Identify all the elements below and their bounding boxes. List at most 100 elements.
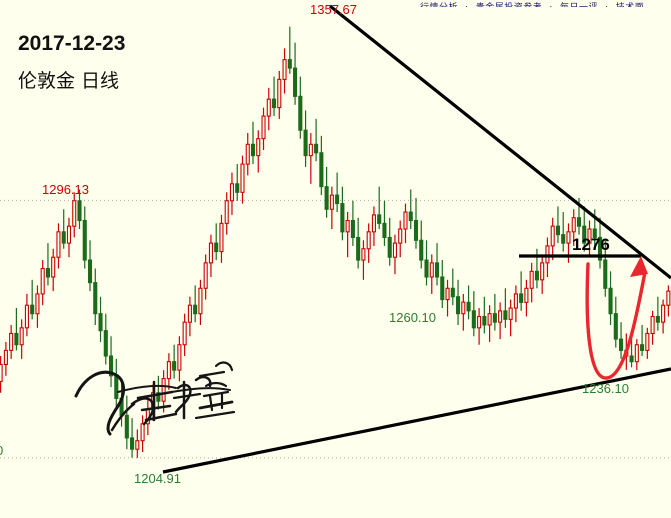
candle-body	[314, 143, 319, 154]
candlestick	[19, 319, 24, 359]
candle-body	[130, 437, 135, 450]
candle-body	[440, 276, 445, 301]
candlestick	[408, 189, 413, 230]
candle-body	[597, 236, 603, 261]
candlestick	[466, 285, 471, 320]
candlestick	[308, 133, 313, 184]
candle-body	[461, 301, 466, 315]
candle-body	[235, 183, 240, 193]
candlestick	[271, 76, 277, 117]
candlestick	[482, 296, 487, 334]
candle-body	[650, 315, 655, 335]
candle-body	[529, 270, 534, 289]
clipped-header-strip: 行情分析 · 贵金属投资参考 · 每日一评 · 技术面	[420, 0, 671, 7]
candlestick	[35, 285, 40, 328]
candlestick	[40, 260, 45, 306]
candlestick	[498, 302, 503, 340]
candlestick	[172, 344, 177, 379]
candle-body	[645, 332, 650, 351]
candle-body	[229, 183, 235, 202]
candlestick	[66, 217, 72, 258]
candlestick	[508, 299, 513, 337]
candle-body	[561, 234, 566, 244]
candle-body	[66, 225, 72, 244]
projection-arrowhead	[630, 256, 648, 277]
candle-body	[655, 315, 660, 323]
candle-body	[3, 349, 8, 366]
candlestick-series	[0, 26, 671, 458]
candlestick	[392, 234, 398, 275]
candle-body	[45, 267, 51, 278]
candlestick	[61, 209, 66, 249]
candle-body	[61, 231, 66, 244]
candlestick	[440, 260, 445, 309]
candlestick	[103, 313, 108, 365]
candlestick	[540, 254, 545, 294]
candlestick	[650, 310, 655, 345]
candlestick	[456, 279, 461, 325]
candle-body	[640, 344, 645, 351]
candle-body	[566, 231, 571, 244]
candlestick	[214, 223, 219, 261]
candle-body	[392, 242, 398, 258]
candlestick	[477, 308, 482, 345]
candlestick	[166, 353, 171, 390]
candle-body	[550, 225, 555, 247]
candlestick	[371, 206, 376, 246]
candle-body	[82, 219, 87, 261]
candle-body	[524, 287, 529, 303]
candlestick	[277, 70, 282, 119]
candle-body	[87, 259, 93, 284]
candlestick	[377, 186, 382, 230]
candlestick	[513, 285, 518, 323]
candle-body	[98, 313, 103, 332]
candlestick	[398, 220, 403, 258]
candle-body	[277, 78, 282, 109]
candle-body	[30, 304, 35, 315]
candlestick	[266, 87, 271, 131]
candlestick	[130, 418, 135, 458]
candlestick	[203, 254, 208, 300]
candlestick	[324, 166, 329, 218]
candle-body	[540, 262, 545, 281]
projection-curve	[585, 262, 647, 380]
candle-body	[35, 293, 40, 315]
candle-body	[140, 423, 145, 442]
candlestick	[282, 48, 287, 94]
candle-body	[114, 375, 119, 399]
candlestick	[419, 220, 424, 269]
candlestick	[177, 336, 182, 382]
candlestick	[582, 206, 587, 252]
candle-body	[51, 256, 56, 278]
candle-body	[419, 239, 424, 261]
candlestick	[413, 197, 419, 249]
candle-body	[482, 315, 487, 326]
candle-body	[592, 228, 597, 239]
candle-body	[198, 287, 203, 315]
candlestick	[187, 296, 192, 337]
candlestick	[434, 243, 440, 286]
candlestick	[461, 293, 466, 331]
candlestick	[640, 324, 645, 357]
candle-body	[135, 440, 140, 450]
candlestick	[608, 271, 613, 325]
candle-body	[72, 200, 77, 227]
candle-body	[187, 304, 192, 323]
candle-body	[434, 262, 440, 278]
candlestick	[314, 118, 319, 162]
candle-body	[424, 259, 429, 278]
candle-body	[193, 304, 198, 315]
candle-body	[456, 296, 461, 315]
candlestick	[519, 271, 524, 311]
candlestick	[240, 155, 245, 204]
candlestick	[471, 291, 476, 337]
candle-body	[345, 219, 350, 233]
candle-body	[498, 310, 503, 323]
candle-body	[203, 262, 208, 289]
candlestick	[524, 279, 529, 317]
candlestick	[93, 268, 98, 325]
candlestick	[445, 279, 450, 317]
candle-body	[14, 332, 19, 346]
candle-body	[208, 242, 213, 264]
